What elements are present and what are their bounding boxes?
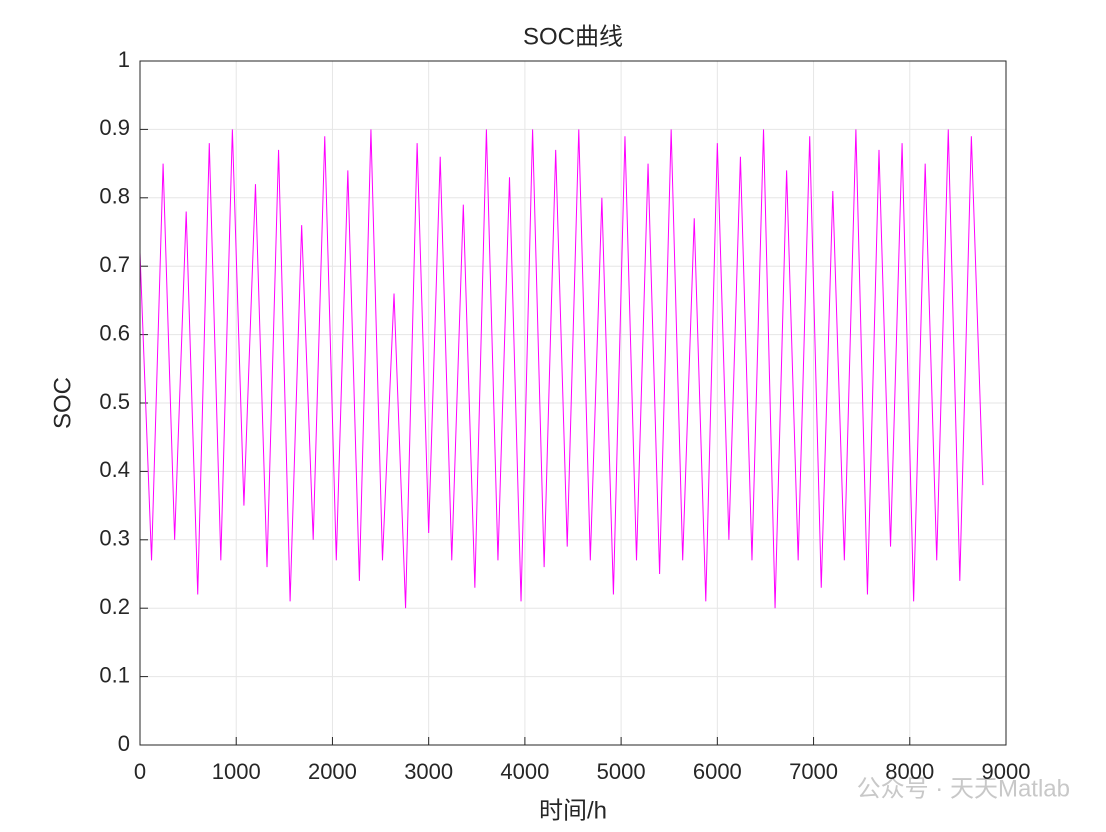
data-line: [139, 129, 984, 609]
y-tick-label: 1: [118, 47, 130, 72]
y-tick-label: 0.5: [99, 389, 130, 414]
x-tick-label: 7000: [789, 759, 838, 784]
axes-box: [139, 60, 1007, 746]
x-tick-label: 5000: [597, 759, 646, 784]
y-tick-label: 0.2: [99, 594, 130, 619]
x-tick-label: 4000: [500, 759, 549, 784]
y-tick-label: 0.6: [99, 320, 130, 345]
x-axis-label: 时间/h: [539, 797, 607, 824]
x-tick-label: 3000: [404, 759, 453, 784]
watermark: 公众号 · 天天Matlab: [857, 775, 1070, 802]
y-tick-label: 0.9: [99, 115, 130, 140]
x-tick-label: 9000: [982, 759, 1031, 784]
y-tick-label: 0.1: [99, 662, 130, 687]
x-tick-label: 1000: [212, 759, 261, 784]
x-tick-label: 6000: [693, 759, 742, 784]
x-tick-label: 2000: [308, 759, 357, 784]
y-tick-label: 0: [118, 731, 130, 756]
y-axis-label: SOC: [49, 377, 76, 429]
y-tick-label: 0.4: [99, 457, 130, 482]
chart-title: SOC曲线: [523, 23, 623, 50]
y-tick-label: 0.3: [99, 526, 130, 551]
x-tick-label: 0: [134, 759, 146, 784]
y-tick-label: 0.7: [99, 252, 130, 277]
x-tick-label: 8000: [885, 759, 934, 784]
y-tick-label: 0.8: [99, 184, 130, 209]
